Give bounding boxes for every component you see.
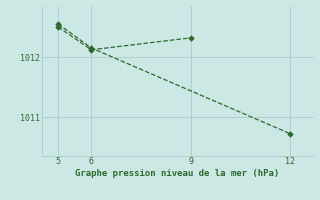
X-axis label: Graphe pression niveau de la mer (hPa): Graphe pression niveau de la mer (hPa)	[76, 169, 280, 178]
